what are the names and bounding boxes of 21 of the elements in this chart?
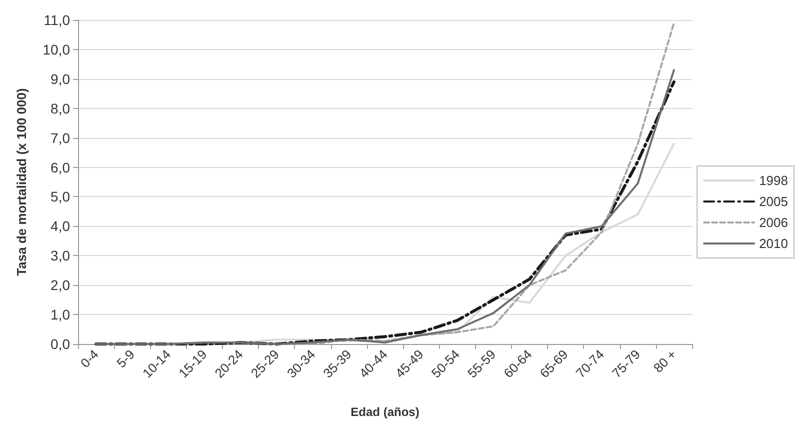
y-tick-label: 0,0: [50, 336, 70, 352]
y-axis-title: Tasa de mortalidad (x 100 000): [14, 88, 29, 276]
x-tick-label: 0-4: [77, 346, 102, 371]
y-tick-label: 4,0: [50, 218, 70, 234]
legend-label: 2010: [759, 236, 788, 251]
y-tick-label: 9,0: [50, 70, 70, 87]
y-tick-label: 6,0: [50, 159, 70, 176]
y-tick-label: 2,0: [50, 277, 70, 294]
x-tick-label: 5-9: [114, 346, 138, 371]
x-tick-label: 80 +: [650, 346, 680, 376]
y-tick-label: 3,0: [50, 248, 70, 264]
y-tick-label: 1,0: [50, 306, 70, 323]
y-tick-label: 11,0: [44, 12, 70, 28]
legend-label: 2006: [759, 215, 788, 230]
y-tick-label: 8,0: [50, 100, 70, 116]
x-axis-title: Edad (años): [350, 405, 420, 419]
y-tick-label: 7,0: [50, 130, 70, 146]
legend-label: 2005: [759, 194, 788, 209]
legend-label: 1998: [759, 173, 788, 188]
y-tick-label: 5,0: [50, 188, 70, 205]
y-tick-label: 10,0: [42, 41, 70, 58]
